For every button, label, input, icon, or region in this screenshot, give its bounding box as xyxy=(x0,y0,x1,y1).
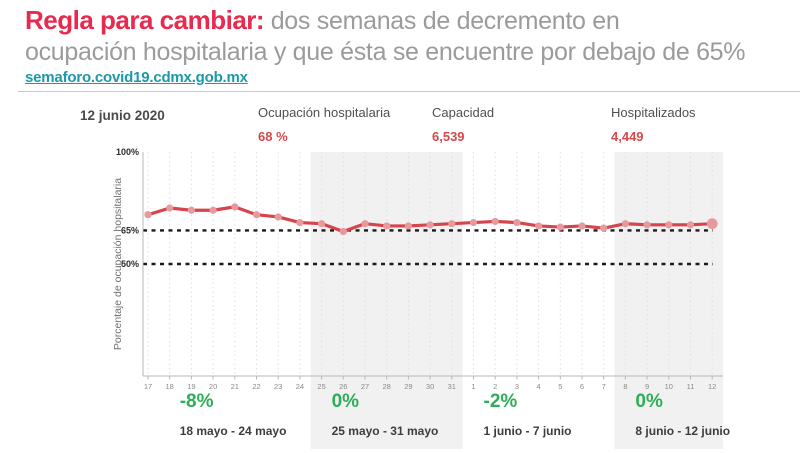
chart-marker xyxy=(448,220,456,228)
chart-marker xyxy=(383,222,391,230)
x-tick-label: 24 xyxy=(296,382,304,391)
x-tick-label: 18 xyxy=(166,382,174,391)
x-tick-label: 10 xyxy=(665,382,673,391)
y-tick-label: 100% xyxy=(116,147,139,157)
stat-value: 68 % xyxy=(258,129,288,144)
header-divider xyxy=(18,91,800,92)
x-tick-label: 21 xyxy=(231,382,239,391)
x-tick-label: 20 xyxy=(209,382,217,391)
week-change-label: -8% xyxy=(180,391,214,412)
x-tick-label: 23 xyxy=(274,382,282,391)
chart-marker xyxy=(296,218,304,227)
chart-marker xyxy=(187,206,195,214)
x-tick-label: 11 xyxy=(687,382,695,391)
stat-label: Hospitalizados xyxy=(611,105,696,120)
x-tick-label: 2 xyxy=(493,382,497,391)
chart-marker xyxy=(274,213,282,221)
stat-label: Capacidad xyxy=(432,105,495,120)
week-range-label: 18 mayo - 24 mayo xyxy=(180,424,287,438)
stat-value: 6,539 xyxy=(432,129,465,144)
week-range-label: 1 junio - 7 junio xyxy=(484,424,572,438)
occupancy-line-chart: 17 18 19 20 21 22 23 24 25 26 27 28 29 30 31 1 2 3 4 5 6 7 8 9 1… xyxy=(112,147,730,449)
chart-marker-latest xyxy=(706,218,718,230)
x-tick-label: 5 xyxy=(558,382,562,391)
chart-marker xyxy=(318,220,326,228)
chart-marker xyxy=(535,222,543,230)
x-tick-label: 6 xyxy=(580,382,584,391)
y-tick-label: 65% xyxy=(121,225,139,235)
x-tick-label: 29 xyxy=(404,382,412,391)
chart-marker xyxy=(361,220,369,228)
chart-marker xyxy=(491,217,499,226)
report-date: 12 junio 2020 xyxy=(80,108,165,123)
x-tick-label: 27 xyxy=(361,382,369,391)
week-change-label: 0% xyxy=(332,391,360,412)
chart-marker xyxy=(513,218,521,227)
chart-marker xyxy=(578,222,586,230)
stat-value: 4,449 xyxy=(611,129,644,144)
x-tick-label: 9 xyxy=(645,382,649,391)
week-range-label: 25 mayo - 31 mayo xyxy=(332,424,439,438)
stat-hospitalizados: Hospitalizados 4,449 xyxy=(611,105,696,144)
x-tick-label: 12 xyxy=(708,382,716,391)
chart: 17 18 19 20 21 22 23 24 25 26 27 28 29 30 31 1 2 3 4 5 6 7 8 9 1… xyxy=(0,143,800,453)
y-axis-title: Porcentaje de ocupación hopsitalaria xyxy=(112,178,124,350)
chart-marker xyxy=(231,203,239,211)
x-tick-label: 4 xyxy=(537,382,541,391)
chart-marker xyxy=(686,221,695,229)
week-change-label: -2% xyxy=(484,391,518,412)
chart-marker xyxy=(252,211,261,219)
y-tick-label: 50% xyxy=(121,259,139,269)
x-tick-label: 17 xyxy=(144,382,152,391)
chart-marker xyxy=(665,221,673,229)
headline-highlight: Regla para cambiar: xyxy=(25,5,265,35)
x-tick-label: 25 xyxy=(317,382,325,391)
week-range-label: 8 junio - 12 junio xyxy=(635,424,730,438)
chart-marker xyxy=(621,220,630,228)
chart-marker xyxy=(556,223,564,231)
chart-marker xyxy=(144,211,152,219)
chart-marker xyxy=(426,221,434,229)
chart-marker xyxy=(404,222,412,230)
chart-marker xyxy=(643,221,651,229)
chart-marker xyxy=(469,218,478,227)
x-tick-label: 26 xyxy=(339,382,347,391)
x-tick-label: 7 xyxy=(602,382,606,391)
headline: Regla para cambiar: dos semanas de decre… xyxy=(25,5,785,68)
x-tick-label: 3 xyxy=(515,382,519,391)
x-tick-label: 1 xyxy=(471,382,475,391)
x-tick-label: 22 xyxy=(252,382,260,391)
chart-marker xyxy=(600,224,608,232)
headline-line2: ocupación hospitalaria y que ésta se enc… xyxy=(25,38,746,66)
stat-ocupacion-hospitalaria: Ocupación hospitalaria 68 % xyxy=(258,105,390,144)
chart-marker xyxy=(209,206,217,214)
semaforo-link[interactable]: semaforo.covid19.cdmx.gob.mx xyxy=(25,69,248,86)
chart-marker xyxy=(166,204,174,212)
headline-rest: dos semanas de decremento en xyxy=(264,7,620,35)
headline-line1: Regla para cambiar: dos semanas de decre… xyxy=(25,5,785,37)
chart-marker xyxy=(339,227,347,236)
x-tick-label: 8 xyxy=(623,382,627,391)
stat-capacidad: Capacidad 6,539 xyxy=(432,105,494,144)
x-tick-label: 28 xyxy=(383,382,391,391)
x-tick-label: 31 xyxy=(448,382,456,391)
week-change-label: 0% xyxy=(635,391,663,412)
stat-label: Ocupación hospitalaria xyxy=(258,105,391,120)
x-tick-label: 30 xyxy=(426,382,434,391)
x-tick-label: 19 xyxy=(187,382,195,391)
